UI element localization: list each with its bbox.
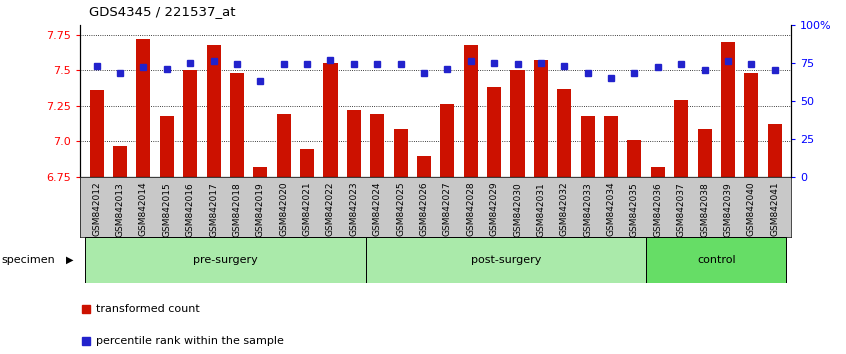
Bar — [767, 124, 782, 177]
Text: control: control — [697, 255, 735, 265]
Text: GDS4345 / 221537_at: GDS4345 / 221537_at — [89, 5, 235, 18]
Text: percentile rank within the sample: percentile rank within the sample — [96, 336, 284, 346]
FancyBboxPatch shape — [365, 237, 646, 283]
Text: GSM842035: GSM842035 — [630, 182, 639, 236]
Bar — [487, 87, 501, 177]
Text: GSM842026: GSM842026 — [420, 182, 429, 236]
Text: GSM842030: GSM842030 — [513, 182, 522, 236]
Bar — [393, 129, 408, 177]
Bar — [697, 129, 711, 177]
Text: GSM842014: GSM842014 — [139, 182, 148, 236]
Text: GSM842018: GSM842018 — [233, 182, 241, 236]
Text: GSM842039: GSM842039 — [723, 182, 733, 236]
Bar — [534, 60, 548, 177]
Bar — [674, 100, 688, 177]
Text: pre-surgery: pre-surgery — [193, 255, 258, 265]
Text: GSM842016: GSM842016 — [186, 182, 195, 236]
Text: transformed count: transformed count — [96, 304, 200, 314]
Text: GSM842025: GSM842025 — [396, 182, 405, 236]
Text: GSM842022: GSM842022 — [326, 182, 335, 236]
Bar — [90, 90, 104, 177]
Bar — [651, 167, 665, 177]
Text: GSM842020: GSM842020 — [279, 182, 288, 236]
Bar — [510, 70, 525, 177]
Bar — [580, 116, 595, 177]
Text: GSM842033: GSM842033 — [583, 182, 592, 236]
Bar — [744, 73, 758, 177]
Text: GSM842028: GSM842028 — [466, 182, 475, 236]
Bar — [558, 89, 571, 177]
Text: post-surgery: post-surgery — [470, 255, 541, 265]
Bar — [300, 149, 314, 177]
Bar — [184, 70, 197, 177]
Bar — [441, 104, 454, 177]
Text: GSM842036: GSM842036 — [653, 182, 662, 236]
Text: GSM842019: GSM842019 — [255, 182, 265, 236]
Bar — [206, 45, 221, 177]
Text: GSM842040: GSM842040 — [747, 182, 755, 236]
Text: ▶: ▶ — [66, 255, 74, 265]
Text: GSM842027: GSM842027 — [442, 182, 452, 236]
Bar — [464, 45, 478, 177]
Bar — [113, 146, 127, 177]
Bar — [347, 110, 361, 177]
Bar — [628, 140, 641, 177]
Text: GSM842037: GSM842037 — [677, 182, 685, 236]
Text: GSM842029: GSM842029 — [490, 182, 498, 236]
Text: GSM842021: GSM842021 — [303, 182, 311, 236]
Text: GSM842012: GSM842012 — [92, 182, 102, 236]
Bar — [253, 167, 267, 177]
FancyBboxPatch shape — [85, 237, 365, 283]
Text: GSM842024: GSM842024 — [373, 182, 382, 236]
Bar — [323, 63, 338, 177]
Text: specimen: specimen — [2, 255, 56, 265]
Text: GSM842038: GSM842038 — [700, 182, 709, 236]
Text: GSM842032: GSM842032 — [560, 182, 569, 236]
Text: GSM842013: GSM842013 — [116, 182, 124, 236]
Text: GSM842041: GSM842041 — [770, 182, 779, 236]
Text: GSM842015: GSM842015 — [162, 182, 172, 236]
Bar — [230, 73, 244, 177]
Bar — [721, 42, 735, 177]
FancyBboxPatch shape — [646, 237, 786, 283]
Bar — [160, 116, 174, 177]
Bar — [417, 156, 431, 177]
Text: GSM842023: GSM842023 — [349, 182, 359, 236]
Bar — [136, 39, 151, 177]
Bar — [604, 116, 618, 177]
Text: GSM842034: GSM842034 — [607, 182, 616, 236]
Bar — [371, 114, 384, 177]
Bar — [277, 114, 291, 177]
Text: GSM842017: GSM842017 — [209, 182, 218, 236]
Text: GSM842031: GSM842031 — [536, 182, 546, 236]
